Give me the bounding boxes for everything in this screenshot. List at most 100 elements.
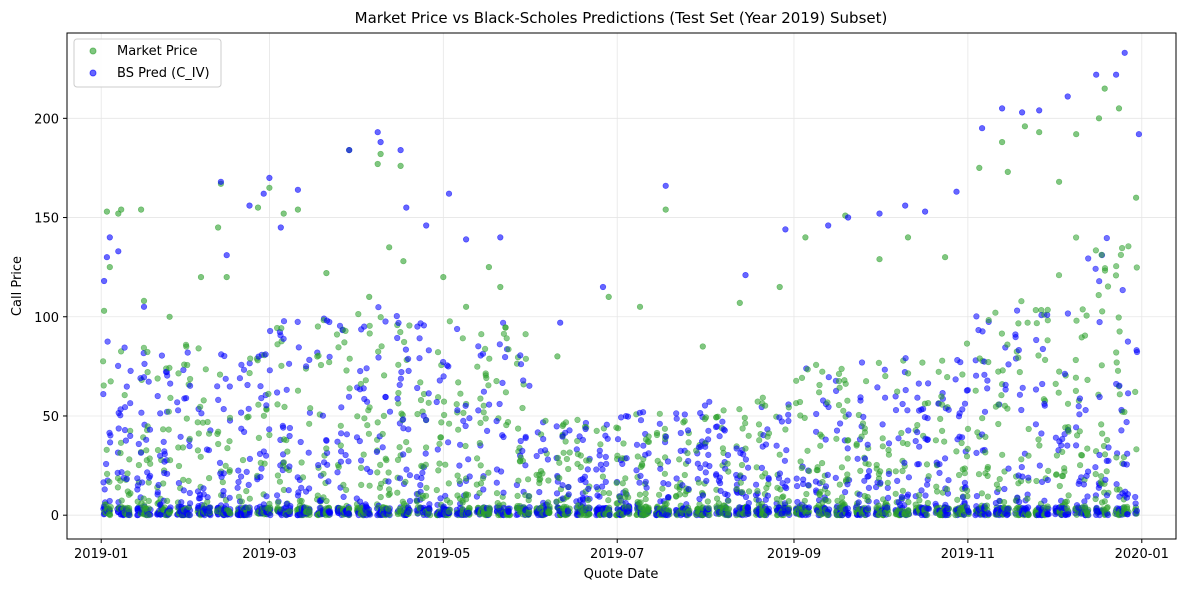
scatter-point xyxy=(979,415,986,422)
bs-pred-point xyxy=(1135,131,1142,138)
scatter-point xyxy=(437,495,444,502)
scatter-point xyxy=(394,456,402,464)
scatter-point xyxy=(953,448,960,455)
scatter-point xyxy=(382,394,389,401)
scatter-point xyxy=(340,493,347,501)
scatter-point xyxy=(167,380,174,387)
scatter-point xyxy=(165,408,172,415)
scatter-point xyxy=(999,367,1006,374)
scatter-point xyxy=(1082,407,1089,414)
scatter-point xyxy=(1125,243,1132,250)
scatter-point xyxy=(824,399,831,406)
market-price-point xyxy=(440,274,447,281)
scatter-point xyxy=(446,318,453,325)
scatter-point xyxy=(645,433,652,440)
scatter-point xyxy=(904,440,911,448)
scatter-point xyxy=(744,464,752,471)
scatter-point xyxy=(102,460,110,468)
scatter-point xyxy=(214,383,221,390)
scatter-point xyxy=(681,491,689,498)
scatter-point xyxy=(1076,428,1083,435)
scatter-point xyxy=(526,504,533,511)
scatter-point xyxy=(357,380,365,388)
scatter-point xyxy=(206,504,213,511)
scatter-point xyxy=(182,341,190,348)
scatter-point xyxy=(984,377,991,384)
scatter-point xyxy=(681,418,688,425)
scatter-point xyxy=(1064,442,1071,449)
scatter-point xyxy=(924,436,931,443)
scatter-point xyxy=(819,368,826,375)
scatter-point xyxy=(286,432,293,440)
scatter-point xyxy=(286,424,294,432)
scatter-point xyxy=(346,355,353,362)
scatter-point xyxy=(498,468,505,475)
scatter-point xyxy=(574,416,581,424)
scatter-point xyxy=(378,343,385,350)
scatter-point xyxy=(456,477,463,485)
scatter-point xyxy=(798,464,805,472)
scatter-point xyxy=(106,439,114,446)
scatter-point xyxy=(502,389,510,396)
scatter-point xyxy=(396,381,403,389)
scatter-point xyxy=(945,406,952,413)
scatter-point xyxy=(706,398,713,405)
scatter-point xyxy=(280,424,287,431)
scatter-point xyxy=(440,398,448,405)
scatter-point xyxy=(286,508,293,515)
scatter-point xyxy=(602,478,609,486)
market-price-point xyxy=(1004,168,1011,175)
market-price-point xyxy=(166,313,173,320)
scatter-point xyxy=(985,359,992,366)
scatter-point xyxy=(796,398,804,406)
scatter-point xyxy=(365,430,373,437)
scatter-point xyxy=(740,474,747,482)
scatter-point xyxy=(996,476,1003,483)
scatter-point xyxy=(833,435,840,442)
scatter-point xyxy=(216,459,224,467)
scatter-point xyxy=(865,484,873,492)
scatter-point xyxy=(1101,265,1109,272)
scatter-point xyxy=(315,352,322,359)
scatter-point xyxy=(417,397,425,404)
scatter-point xyxy=(1118,427,1125,434)
legend-label-bs-pred: BS Pred (C_IV) xyxy=(117,66,210,81)
scatter-point xyxy=(738,461,746,469)
scatter-point xyxy=(374,469,381,476)
scatter-point xyxy=(1002,386,1009,393)
scatter-point xyxy=(564,508,571,515)
scatter-point xyxy=(1038,430,1045,437)
scatter-point xyxy=(1059,448,1066,456)
scatter-point xyxy=(536,480,543,487)
scatter-point xyxy=(858,433,865,440)
scatter-point xyxy=(143,447,150,454)
scatter-point xyxy=(879,435,886,442)
market-price-point xyxy=(323,270,330,277)
bs-pred-point xyxy=(346,147,353,154)
scatter-point xyxy=(462,402,469,409)
scatter-point xyxy=(1005,361,1012,368)
scatter-point xyxy=(544,456,552,463)
bs-pred-point xyxy=(445,190,453,197)
scatter-point xyxy=(476,440,483,447)
market-price-point xyxy=(254,204,262,211)
scatter-point xyxy=(1045,467,1052,475)
scatter-point xyxy=(246,511,253,518)
scatter-point xyxy=(362,501,369,508)
scatter-point xyxy=(375,348,382,355)
scatter-point xyxy=(286,360,293,367)
scatter-point xyxy=(864,473,871,480)
scatter-point xyxy=(325,478,332,485)
scatter-point xyxy=(773,442,780,449)
scatter-point xyxy=(1123,419,1130,426)
scatter-point xyxy=(1123,461,1130,468)
scatter-point xyxy=(397,329,404,336)
scatter-point xyxy=(759,394,766,401)
scatter-point xyxy=(459,335,466,342)
scatter-point xyxy=(941,455,949,462)
scatter-point xyxy=(460,417,467,425)
plot-frame xyxy=(66,32,1177,540)
scatter-point xyxy=(706,462,713,470)
scatter-point xyxy=(422,461,429,468)
scatter-point xyxy=(546,505,553,512)
